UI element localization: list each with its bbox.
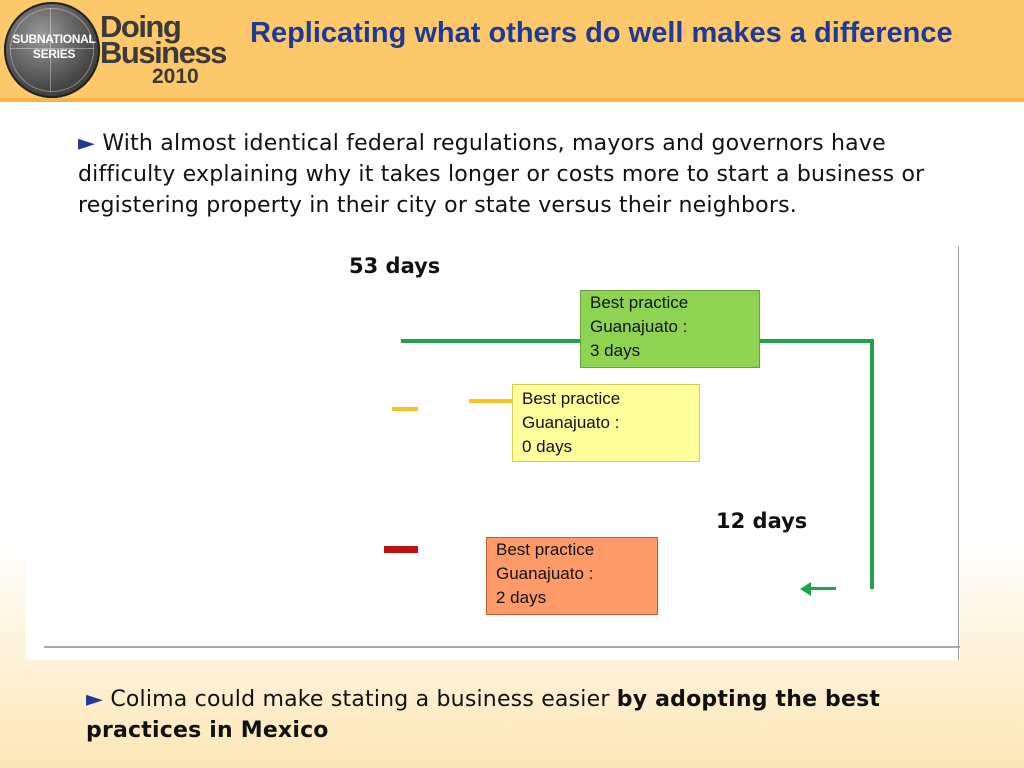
total-days-label: 53 days — [349, 254, 441, 278]
intro-paragraph: ► With almost identical federal regulati… — [78, 128, 958, 246]
yellow-dash-left — [392, 407, 418, 411]
green-arrow-shaft — [806, 587, 836, 590]
result-days-label: 12 days — [716, 509, 808, 533]
best-practice-box-green: Best practice Guanajuato : 3 days — [580, 290, 760, 368]
header-bar — [0, 0, 1024, 100]
bullet-arrow-icon: ► — [78, 131, 96, 156]
slide-title: Replicating what others do well makes a … — [250, 17, 953, 49]
yellow-dash-right — [469, 399, 513, 403]
panel-border-bottom — [44, 646, 960, 648]
logo-series-text: SUBNATIONAL SERIES — [12, 32, 96, 61]
doing-business-logo: SUBNATIONAL SERIES Doing Business 2010 — [2, 0, 242, 98]
green-arrow-head-icon — [800, 582, 811, 596]
green-line-right — [760, 339, 874, 343]
logo-business: Business — [100, 35, 227, 70]
green-line-vertical — [870, 339, 874, 589]
panel-border-right — [958, 246, 959, 660]
bullet-arrow-icon: ► — [86, 687, 104, 712]
closing-paragraph: ► Colima could make stating a business e… — [86, 684, 966, 748]
intro-text: With almost identical federal regulation… — [78, 131, 925, 218]
green-line-left — [401, 339, 581, 343]
logo-year: 2010 — [152, 65, 199, 88]
red-dash — [384, 546, 418, 553]
best-practice-box-yellow: Best practice Guanajuato : 0 days — [512, 384, 700, 462]
best-practice-box-red: Best practice Guanajuato : 2 days — [486, 537, 658, 615]
closing-text-bold: by adopting the best practices in Mexico — [86, 687, 881, 743]
header-underline — [0, 98, 1024, 102]
logo-doing: Doing — [100, 9, 182, 44]
globe-icon — [4, 2, 100, 98]
closing-text: Colima could make stating a business eas… — [103, 687, 617, 712]
